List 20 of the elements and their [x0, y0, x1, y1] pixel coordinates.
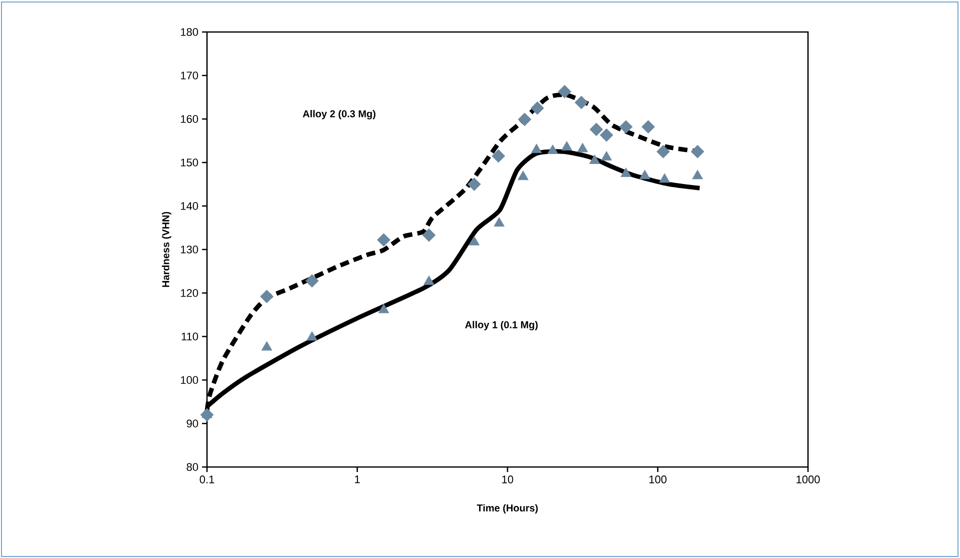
y-tick-label: 160	[180, 115, 198, 123]
y-tick-label: 90	[186, 420, 198, 428]
x-tick-label: 0.1	[200, 476, 214, 484]
y-tick-label: 140	[180, 202, 198, 210]
y-tick-label: 170	[180, 72, 198, 80]
y-axis-title: Hardness (VHN)	[162, 212, 172, 287]
x-tick-label: 100	[649, 476, 666, 484]
x-axis-title: Time (Hours)	[476, 504, 538, 514]
y-tick-label: 120	[180, 289, 198, 297]
y-tick-label: 130	[180, 246, 198, 254]
y-tick-label: 110	[182, 332, 198, 340]
y-tick-label: 180	[180, 28, 198, 36]
x-tick-label: 1	[355, 476, 360, 484]
y-tick-label: 100	[180, 376, 198, 384]
annotation: Alloy 2 (0.3 Mg)	[302, 110, 376, 120]
annotation: Alloy 1 (0.1 Mg)	[465, 320, 538, 330]
x-tick-label: 10	[502, 476, 514, 484]
x-tick-label: 1000	[796, 476, 820, 484]
y-tick-label: 150	[180, 158, 198, 166]
y-tick-label: 80	[186, 463, 198, 471]
